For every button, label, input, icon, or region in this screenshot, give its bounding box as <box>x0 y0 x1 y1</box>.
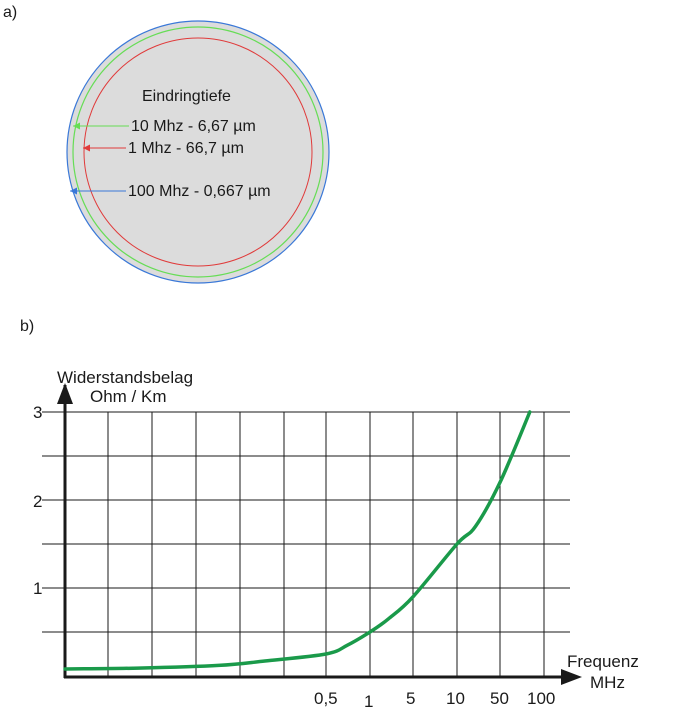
annotation-10mhz: 10 Mhz - 6,67 µm <box>131 118 256 135</box>
x-tick-label: 5 <box>406 689 415 708</box>
x-axis-arrowhead <box>561 669 582 685</box>
diagram-title: Eindringtiefe <box>142 88 231 105</box>
chart-grid <box>42 411 570 676</box>
ring-10mhz <box>72 26 324 278</box>
outer-ring-100mhz <box>66 20 330 284</box>
y-tick-label: 2 <box>33 492 42 511</box>
y-tick-label: 1 <box>33 579 42 598</box>
annotation-100mhz: 100 Mhz - 0,667 µm <box>128 183 271 200</box>
cross-section-diagram: Eindringtiefe 10 Mhz - 6,67 µm 1 Mhz - 6… <box>66 20 330 284</box>
x-axis-title-line2: MHz <box>590 673 625 692</box>
resistance-curve <box>63 410 532 671</box>
resistance-chart: Widerstandsbelag Ohm / Km Frequenz MHz 1… <box>33 368 639 711</box>
part-a-label: a) <box>3 4 17 21</box>
x-tick-label: 1 <box>364 692 373 711</box>
arrow-1mhz-head <box>83 144 90 152</box>
arrow-100mhz-head <box>70 187 77 195</box>
ring-1mhz <box>83 37 313 267</box>
x-tick-label: 50 <box>490 689 509 708</box>
y-axis-title-line1: Widerstandsbelag <box>57 368 193 387</box>
x-tick-label: 100 <box>527 689 555 708</box>
part-b-label: b) <box>20 318 34 335</box>
x-axis-title-line1: Frequenz <box>567 652 639 671</box>
x-tick-label: 0,5 <box>314 689 338 708</box>
y-axis-title-line2: Ohm / Km <box>90 387 167 406</box>
arrow-10mhz-head <box>73 122 80 130</box>
y-tick-label: 3 <box>33 403 42 422</box>
annotation-1mhz: 1 Mhz - 66,7 µm <box>128 140 244 157</box>
x-tick-label: 10 <box>446 689 465 708</box>
y-axis-arrowhead <box>57 383 73 404</box>
